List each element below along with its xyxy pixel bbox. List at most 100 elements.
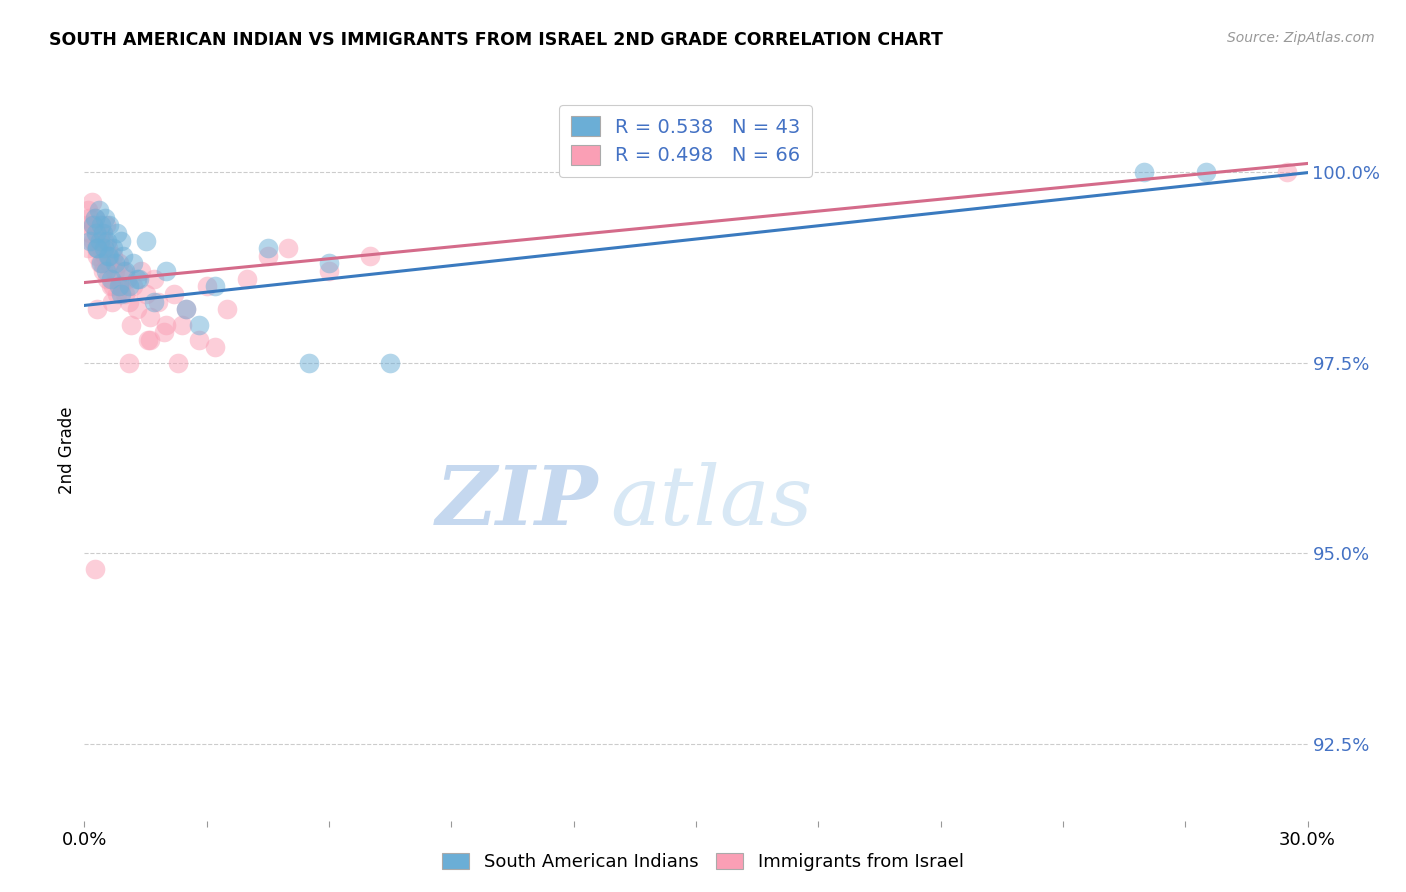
Text: ZIP: ZIP [436, 462, 598, 542]
Point [114, 264, 136, 278]
Point [115, 271, 138, 285]
Point [318, 256, 340, 270]
Point [91, 264, 114, 278]
Point [91, 256, 114, 270]
Point [135, 287, 157, 301]
Point [91, 226, 114, 240]
Point [84, 241, 107, 255]
Point [108, 256, 131, 270]
Point [90, 226, 112, 240]
Point [82, 219, 104, 233]
Point [104, 256, 127, 270]
Point [105, 226, 128, 240]
Point [138, 333, 160, 347]
Point [120, 318, 142, 332]
Point [204, 279, 226, 293]
Point [1195, 165, 1218, 179]
Point [155, 264, 177, 278]
Point [93, 241, 115, 255]
Point [94, 219, 117, 233]
Point [187, 318, 209, 332]
Point [1133, 165, 1156, 179]
Point [174, 302, 197, 317]
Point [87, 202, 110, 217]
Point [110, 279, 132, 293]
Point [136, 333, 159, 347]
Point [122, 279, 145, 293]
Point [217, 302, 239, 317]
Point [93, 249, 115, 263]
Point [89, 256, 111, 270]
Point [86, 226, 108, 240]
Point [318, 264, 340, 278]
Point [127, 271, 149, 285]
Legend: R = 0.538   N = 43, R = 0.498   N = 66: R = 0.538 N = 43, R = 0.498 N = 66 [560, 104, 813, 177]
Text: Source: ZipAtlas.com: Source: ZipAtlas.com [1227, 31, 1375, 45]
Point [155, 318, 177, 332]
Point [128, 271, 150, 285]
Point [84, 226, 107, 240]
Point [97, 256, 120, 270]
Point [101, 294, 124, 309]
Point [277, 241, 299, 255]
Point [83, 211, 105, 225]
Point [97, 241, 120, 255]
Point [90, 219, 112, 233]
Point [108, 279, 131, 293]
Text: SOUTH AMERICAN INDIAN VS IMMIGRANTS FROM ISRAEL 2ND GRADE CORRELATION CHART: SOUTH AMERICAN INDIAN VS IMMIGRANTS FROM… [49, 31, 943, 49]
Point [118, 294, 141, 309]
Point [142, 294, 165, 309]
Point [187, 333, 209, 347]
Point [127, 302, 149, 317]
Point [86, 249, 108, 263]
Point [97, 219, 120, 233]
Point [83, 211, 105, 225]
Point [82, 219, 104, 233]
Point [153, 325, 176, 339]
Point [142, 271, 165, 285]
Point [96, 271, 118, 285]
Point [105, 287, 128, 301]
Point [1277, 165, 1299, 179]
Point [87, 234, 110, 248]
Point [114, 287, 136, 301]
Point [112, 264, 135, 278]
Point [100, 279, 122, 293]
Point [93, 211, 115, 225]
Point [82, 234, 104, 248]
Point [97, 249, 120, 263]
Point [298, 356, 321, 370]
Point [86, 241, 108, 255]
Point [146, 294, 169, 309]
Point [195, 279, 218, 293]
Point [172, 318, 194, 332]
Point [138, 310, 160, 324]
Point [94, 264, 117, 278]
Legend: South American Indians, Immigrants from Israel: South American Indians, Immigrants from … [434, 846, 972, 879]
Point [79, 234, 101, 248]
Point [100, 271, 122, 285]
Point [110, 279, 132, 293]
Y-axis label: 2nd Grade: 2nd Grade [58, 407, 76, 494]
Point [101, 241, 124, 255]
Point [131, 264, 153, 278]
Point [79, 226, 101, 240]
Point [101, 249, 124, 263]
Point [82, 219, 104, 233]
Point [359, 249, 381, 263]
Point [77, 211, 100, 225]
Point [163, 287, 186, 301]
Point [380, 356, 402, 370]
Point [89, 234, 111, 248]
Point [97, 249, 120, 263]
Point [90, 241, 112, 255]
Point [122, 256, 145, 270]
Point [135, 234, 157, 248]
Point [83, 562, 105, 576]
Point [93, 234, 115, 248]
Point [75, 219, 97, 233]
Point [167, 356, 190, 370]
Point [257, 249, 280, 263]
Point [110, 287, 132, 301]
Point [112, 249, 135, 263]
